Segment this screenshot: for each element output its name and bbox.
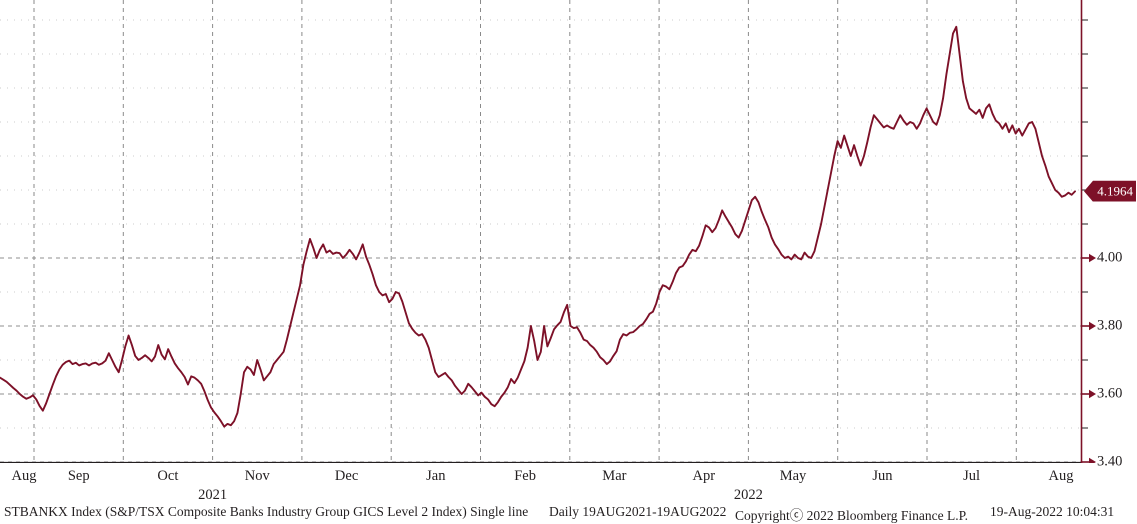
x-axis-month-label: May: [779, 468, 807, 484]
x-axis-month-label: Jan: [426, 468, 446, 484]
x-axis[interactable]: Aug Sep Oct Nov Dec Jan Feb Mar Apr May Jun Jul Aug …: [0, 463, 1081, 503]
y-axis-tick-arrow: [1089, 457, 1096, 463]
x-axis-month-label: Oct: [157, 468, 179, 484]
y-axis-tick-arrow: [1089, 321, 1096, 331]
x-axis-month-label: Jun: [872, 468, 893, 484]
footer-timestamp: 19-Aug-2022 10:04:31: [990, 504, 1115, 519]
x-axis-year-label: 2022: [733, 487, 763, 503]
x-axis-year-label: 2021: [198, 487, 228, 503]
y-axis-ticks: [1082, 19, 1096, 463]
x-axis-month-label: Mar: [602, 468, 627, 484]
x-axis-month-label: Aug: [11, 468, 37, 484]
y-axis[interactable]: 3.40 3.60 3.80 4.00 4.1964: [1080, 0, 1137, 470]
y-axis-tick-arrow: [1089, 389, 1096, 399]
x-axis-month-label: Apr: [692, 468, 716, 484]
y-axis-tick-label: 4.00: [1097, 249, 1123, 266]
footer-index-description: STBANKX Index (S&P/TSX Composite Banks I…: [4, 504, 529, 519]
plot-area[interactable]: [0, 0, 1081, 463]
x-axis-month-label: Jul: [963, 468, 981, 484]
y-axis-svg: [1080, 0, 1096, 463]
y-axis-tick-label: 3.40: [1097, 453, 1123, 470]
plot-background: [0, 0, 1081, 463]
footer-copyright: Copyrightⓒ 2022 Bloomberg Finance L.P.: [735, 508, 968, 523]
y-axis-tick-label: 3.80: [1097, 317, 1123, 334]
dividend-yield-line: [0, 25, 1076, 428]
x-axis-month-label: Feb: [514, 468, 536, 484]
vertical-gridlines: [33, 0, 1017, 463]
y-axis-tick-label: 3.60: [1097, 385, 1123, 402]
x-axis-month-label: Aug: [1048, 468, 1074, 484]
x-axis-month-label: Nov: [244, 468, 270, 484]
y-axis-tick-arrow: [1089, 253, 1096, 263]
x-axis-month-label: Dec: [334, 468, 359, 484]
footer-bar: STBANKX Index (S&P/TSX Composite Banks I…: [0, 503, 1137, 524]
last-value-badge[interactable]: 4.1964: [1084, 180, 1136, 202]
footer-frequency-range: Daily 19AUG2021-19AUG2022: [549, 504, 727, 519]
x-axis-month-label: Sep: [67, 468, 90, 484]
last-value-text: 4.1964: [1097, 183, 1133, 199]
chart-plot-svg: [0, 0, 1081, 463]
